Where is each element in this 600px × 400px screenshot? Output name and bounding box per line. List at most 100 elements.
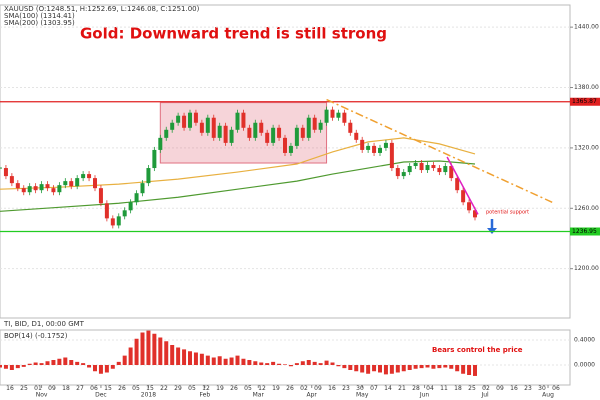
day-label: 19 [216, 385, 224, 392]
bop-bar [265, 363, 270, 365]
candle [467, 202, 472, 211]
day-label: 23 [524, 385, 532, 392]
bop-bar [229, 357, 234, 365]
bop-bar [419, 365, 424, 369]
month-label: Jun [419, 392, 430, 399]
day-label: 02 [300, 385, 308, 392]
candle [98, 188, 103, 204]
bop-bar [146, 330, 151, 365]
candle [21, 188, 26, 193]
bop-bar [152, 333, 157, 365]
bop-bar [294, 363, 299, 365]
bop-bar [33, 362, 38, 365]
day-label: 04 [426, 385, 434, 392]
candle [271, 127, 276, 143]
day-label: 05 [244, 385, 252, 392]
bop-bar [176, 347, 181, 365]
day-label: 29 [174, 385, 182, 392]
bop-bar [158, 337, 163, 365]
candle [259, 122, 264, 133]
bop-bar [182, 349, 187, 365]
candle [419, 163, 424, 171]
chart-title: Gold: Downward trend is still strong [80, 25, 387, 43]
timeframe-info: TI, BID, D1, 00:00 GMT [3, 320, 85, 328]
month-label: Jul [480, 392, 489, 399]
candle [288, 145, 293, 153]
candle [134, 193, 139, 203]
candle [247, 127, 252, 138]
candle [152, 149, 157, 169]
bop-bar [473, 365, 477, 376]
bop-bar [449, 365, 454, 369]
candle [128, 202, 133, 211]
candle [33, 186, 38, 191]
bop-bar [205, 355, 210, 365]
candle [265, 132, 270, 143]
level-badge [570, 97, 600, 106]
day-label: 21 [398, 385, 406, 392]
bop-bar [413, 365, 418, 369]
candle [199, 122, 204, 133]
bop-bar [15, 365, 20, 369]
trendline [446, 156, 479, 215]
day-label: 30 [538, 385, 546, 392]
candle [455, 178, 460, 191]
candle [164, 129, 169, 138]
bop-bar [104, 365, 109, 373]
day-label: 12 [202, 385, 210, 392]
bop-bar [348, 365, 353, 370]
bop-bar [354, 365, 359, 372]
bop-bar [51, 360, 56, 365]
bop-bar [330, 362, 335, 365]
bop-bar [277, 363, 282, 365]
bop-bar [312, 361, 317, 365]
month-label: Aug [542, 392, 554, 399]
bop-bar [401, 365, 406, 372]
bop-bar [122, 355, 127, 365]
bop-bar [253, 361, 258, 365]
day-label: 30 [356, 385, 364, 392]
day-label: 18 [454, 385, 462, 392]
bop-bar [389, 365, 394, 374]
bop-bar [455, 365, 460, 372]
candle [306, 117, 311, 138]
candle [425, 165, 430, 171]
candle [9, 176, 14, 184]
candle [443, 166, 448, 173]
candle [324, 109, 329, 123]
bop-bar [383, 365, 388, 375]
month-label: May [356, 392, 369, 399]
candle [330, 109, 335, 118]
candle [342, 112, 347, 123]
bop-bar [271, 361, 276, 365]
candle [63, 181, 68, 186]
month-label: Dec [95, 392, 107, 399]
bop-bar [407, 365, 412, 370]
candle [45, 184, 50, 189]
bop-bar [211, 357, 216, 365]
bop-bar [247, 360, 252, 365]
candle [15, 183, 20, 189]
candle [27, 186, 32, 193]
month-label: 2018 [141, 392, 156, 399]
candle [318, 122, 323, 130]
candle [205, 117, 210, 133]
bop-bar [81, 363, 86, 365]
main-panel [0, 4, 571, 319]
candle [389, 142, 394, 169]
day-label: 14 [384, 385, 392, 392]
level-label: 1236.95 [572, 228, 597, 235]
day-label: 25 [468, 385, 476, 392]
candle [140, 183, 145, 194]
bop-bar [425, 365, 430, 368]
bop-bar [336, 365, 341, 367]
candle [360, 139, 365, 150]
candle [348, 122, 353, 133]
day-label: 05 [188, 385, 196, 392]
candle [176, 115, 181, 123]
candle [217, 125, 222, 138]
candle [188, 112, 192, 128]
day-label: 16 [328, 385, 336, 392]
bop-bar [57, 358, 62, 365]
day-label: 18 [62, 385, 70, 392]
